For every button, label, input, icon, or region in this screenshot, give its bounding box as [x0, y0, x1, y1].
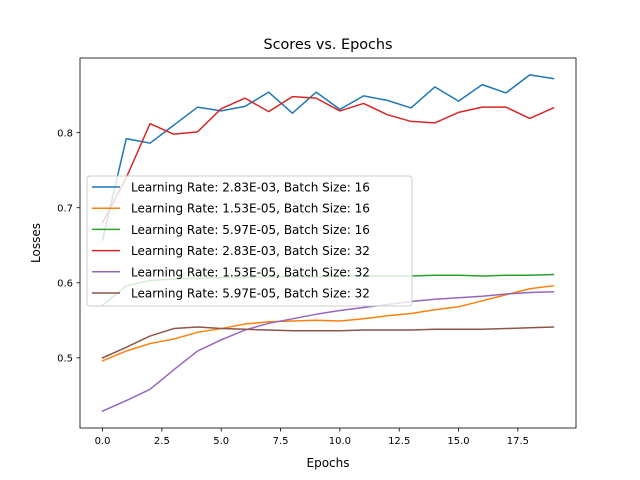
x-tick-label: 0.0 — [95, 436, 111, 447]
x-axis-label: Epochs — [307, 456, 350, 470]
x-tick-label: 2.5 — [154, 436, 170, 447]
y-tick-label: 0.5 — [57, 353, 73, 364]
y-axis-label: Losses — [29, 223, 43, 263]
x-tick-label: 12.5 — [388, 436, 410, 447]
legend-label-1: Learning Rate: 2.83E-03, Batch Size: 16 — [131, 181, 370, 195]
y-tick-label: 0.7 — [57, 203, 73, 214]
chart-title: Scores vs. Epochs — [263, 37, 392, 53]
plot-frame — [79, 57, 577, 429]
legend-label-4: Learning Rate: 2.83E-03, Batch Size: 32 — [131, 244, 370, 258]
legend: Learning Rate: 2.83E-03, Batch Size: 16 L… — [86, 175, 413, 307]
x-tick-label: 15.0 — [447, 436, 469, 447]
legend-label-5: Learning Rate: 1.53E-05, Batch Size: 32 — [131, 265, 370, 279]
legend-label-6: Learning Rate: 5.97E-05, Batch Size: 32 — [131, 287, 370, 301]
y-axis-ticks: 0.5 0.6 0.7 0.8 — [57, 128, 80, 364]
series-line-1 — [101, 74, 555, 241]
x-tick-label: 17.5 — [507, 436, 529, 447]
series-line-4 — [101, 95, 555, 224]
x-tick-label: 7.5 — [273, 436, 289, 447]
y-tick-label: 0.8 — [57, 128, 73, 139]
y-tick-label: 0.6 — [57, 278, 73, 289]
x-tick-label: 5.0 — [213, 436, 229, 447]
series-line-6 — [101, 326, 555, 359]
legend-box — [86, 175, 413, 307]
legend-label-3: Learning Rate: 5.97E-05, Batch Size: 16 — [131, 223, 370, 237]
x-axis-ticks: 0.0 2.5 5.0 7.5 10.0 12.5 15.0 17.5 — [95, 428, 529, 447]
series-line-5 — [101, 291, 555, 413]
x-tick-label: 10.0 — [329, 436, 351, 447]
series-line-2 — [101, 284, 555, 362]
legend-label-2: Learning Rate: 1.53E-05, Batch Size: 16 — [131, 202, 370, 216]
